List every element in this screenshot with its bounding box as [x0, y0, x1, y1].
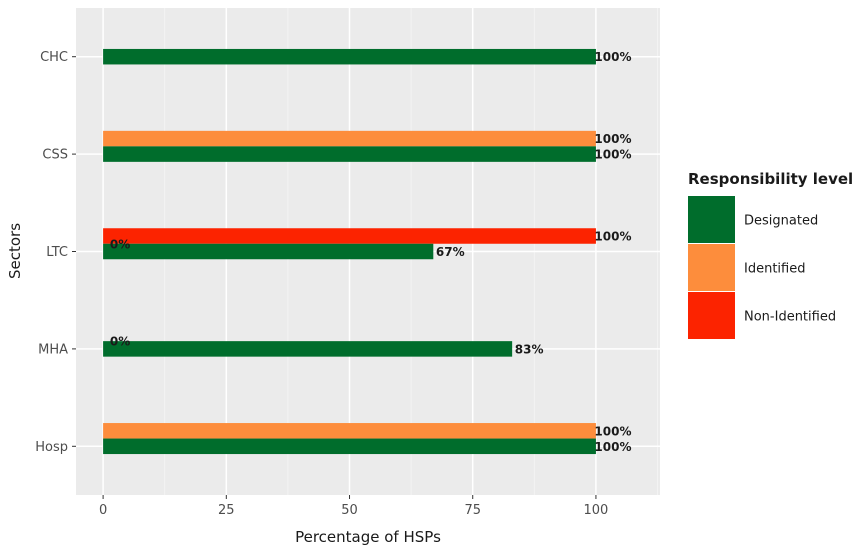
bar-hosp-designated — [103, 438, 596, 455]
axes: 0 25 50 75 100 CHC CSS LTC MHA Hosp — [35, 50, 608, 518]
data-label: 83% — [515, 342, 544, 356]
bar-mha-designated — [103, 341, 513, 357]
legend-label: Identified — [744, 262, 805, 277]
data-label: 100% — [594, 424, 631, 438]
legend-key-identified — [688, 244, 735, 291]
x-tick-label: 75 — [464, 503, 481, 518]
legend-key-designated — [688, 196, 735, 243]
data-label: 0% — [110, 237, 130, 251]
legend-title: Responsibility level — [688, 170, 853, 188]
y-tick-label: Hosp — [35, 440, 68, 455]
bar-hosp-identified — [103, 423, 596, 439]
x-tick-label: 0 — [99, 503, 107, 518]
bar-ltc-designated — [103, 243, 434, 260]
x-tick-label: 100 — [584, 503, 609, 518]
data-label: 100% — [594, 148, 631, 162]
legend-label: Designated — [744, 214, 818, 229]
data-label: 100% — [594, 230, 631, 244]
bar-ltc-non-identified — [103, 228, 596, 244]
bars — [103, 48, 596, 455]
x-tick-label: 25 — [218, 503, 235, 518]
bar-chc-designated — [103, 48, 596, 65]
x-tick-label: 50 — [341, 503, 358, 518]
x-axis-title: Percentage of HSPs — [295, 528, 441, 546]
legend-label: Non-Identified — [744, 310, 836, 325]
legend-key-non-identified — [688, 292, 735, 339]
data-label: 67% — [436, 245, 465, 259]
y-axis-title: Sectors — [6, 223, 24, 279]
legend: Responsibility level Designated Identifie… — [688, 170, 853, 339]
data-label: 0% — [110, 335, 130, 349]
bar-css-designated — [103, 146, 596, 162]
y-tick-label: CSS — [42, 148, 68, 163]
y-tick-label: CHC — [40, 50, 68, 65]
y-tick-label: MHA — [38, 342, 68, 357]
data-label: 100% — [594, 132, 631, 146]
y-tick-label: LTC — [46, 245, 68, 260]
data-label: 100% — [594, 50, 631, 64]
bar-css-identified — [103, 130, 596, 147]
data-label: 100% — [594, 440, 631, 454]
data-labels: 100% 100% 100% 100% 0% 67% 0% 83% 100% 100% — [110, 50, 632, 454]
